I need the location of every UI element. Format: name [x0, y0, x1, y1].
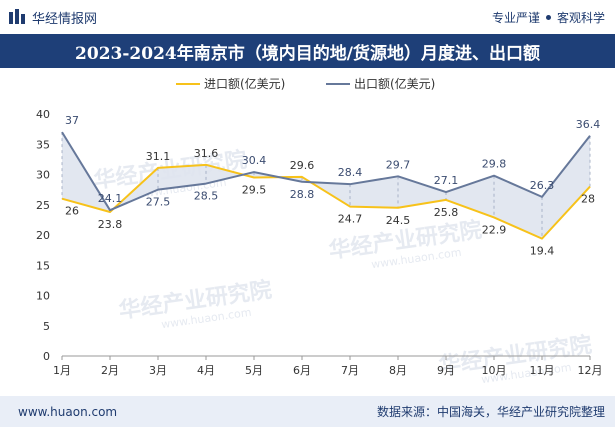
- import-data-label: 29.6: [290, 159, 315, 172]
- brand-logo-icon: [9, 9, 25, 24]
- x-tick-label: 3月: [149, 364, 167, 377]
- x-axis: 1月 2月 3月 4月 5月 6月 7月 8月 9月 10月 11月 12月: [53, 355, 603, 377]
- x-tick-label: 4月: [197, 364, 215, 377]
- chart-title-bar: 2023-2024年南京市（境内目的地/货源地）月度进、出口额: [0, 34, 615, 68]
- x-tick-label: 12月: [578, 364, 603, 377]
- import-data-label: 28: [581, 193, 595, 206]
- slogan-left: 专业严谨: [491, 10, 540, 25]
- export-data-label: 28.4: [338, 166, 363, 179]
- legend-label-import: 进口额(亿美元): [204, 76, 285, 91]
- footer-url: www.huaon.com: [18, 404, 118, 419]
- import-data-label: 31.1: [146, 150, 171, 163]
- x-tick-label: 2月: [101, 364, 119, 377]
- y-tick-label: 0: [43, 350, 50, 363]
- top-bar: 华经情报网 专业严谨 客观科学: [0, 0, 615, 34]
- y-tick-label: 35: [36, 138, 50, 151]
- difference-area-fill: [62, 132, 590, 239]
- y-tick-label: 30: [36, 169, 50, 182]
- x-tick-label: 1月: [53, 364, 71, 377]
- y-axis: 0 5 10 15 20 25 30 35 40: [36, 108, 50, 363]
- slogan: 专业严谨 客观科学: [492, 9, 605, 26]
- data-labels: 26 37 23.8 24.1 31.1 27.5 31.6 28.5 29.5 30.4 29.6…: [65, 114, 600, 257]
- bullet-icon: [545, 14, 551, 20]
- import-data-label: 29.5: [242, 184, 267, 197]
- import-data-label: 31.6: [194, 147, 219, 160]
- difference-area: [62, 132, 590, 239]
- export-data-label: 36.4: [576, 118, 601, 131]
- x-tick-label: 7月: [341, 364, 359, 377]
- legend: 进口额(亿美元) 出口额(亿美元): [176, 76, 435, 91]
- export-data-label: 29.7: [386, 158, 411, 171]
- import-series-line: [61, 163, 591, 240]
- footer-source: 数据来源：中国海关，华经产业研究院整理: [376, 405, 605, 419]
- import-data-label: 25.8: [434, 206, 459, 219]
- export-data-label: 30.4: [242, 154, 267, 167]
- import-data-label: 19.4: [530, 245, 555, 258]
- x-tick-label: 8月: [389, 364, 407, 377]
- slogan-right: 客观科学: [556, 10, 605, 25]
- y-tick-label: 20: [36, 229, 50, 242]
- x-tick-label: 9月: [437, 364, 455, 377]
- y-tick-label: 10: [36, 290, 50, 303]
- import-data-label: 24.7: [338, 213, 363, 226]
- import-data-label: 26: [65, 205, 79, 218]
- export-data-label: 29.8: [482, 158, 507, 171]
- x-tick-label: 10月: [482, 364, 507, 377]
- y-tick-label: 5: [43, 320, 50, 333]
- export-data-label: 27.1: [434, 174, 459, 187]
- footer: www.huaon.com 数据来源：中国海关，华经产业研究院整理: [0, 396, 615, 427]
- brand: 华经情报网: [8, 8, 97, 27]
- brand-name: 华经情报网: [32, 11, 98, 27]
- import-data-label: 23.8: [98, 218, 123, 231]
- y-tick-label: 25: [36, 199, 50, 212]
- x-tick-label: 5月: [245, 364, 263, 377]
- legend-label-export: 出口额(亿美元): [354, 76, 435, 91]
- y-tick-label: 15: [36, 259, 50, 272]
- export-data-label: 24.1: [98, 192, 123, 205]
- export-series-line: [61, 131, 591, 212]
- export-data-label: 28.8: [290, 188, 315, 201]
- export-data-label: 28.5: [194, 190, 219, 203]
- x-tick-label: 11月: [530, 364, 555, 377]
- series-lines: [61, 131, 591, 240]
- export-data-label: 27.5: [146, 196, 171, 209]
- x-tick-label: 6月: [293, 364, 311, 377]
- import-data-label: 22.9: [482, 223, 507, 236]
- chart: 华经产业研究院www.huaon.com华经产业研究院www.huaon.com…: [36, 76, 603, 386]
- chart-title: 2023-2024年南京市（境内目的地/货源地）月度进、出口额: [75, 43, 540, 64]
- y-tick-label: 40: [36, 108, 50, 121]
- import-data-label: 24.5: [386, 214, 411, 227]
- export-data-label: 26.3: [530, 179, 555, 192]
- export-data-label: 37: [65, 114, 79, 127]
